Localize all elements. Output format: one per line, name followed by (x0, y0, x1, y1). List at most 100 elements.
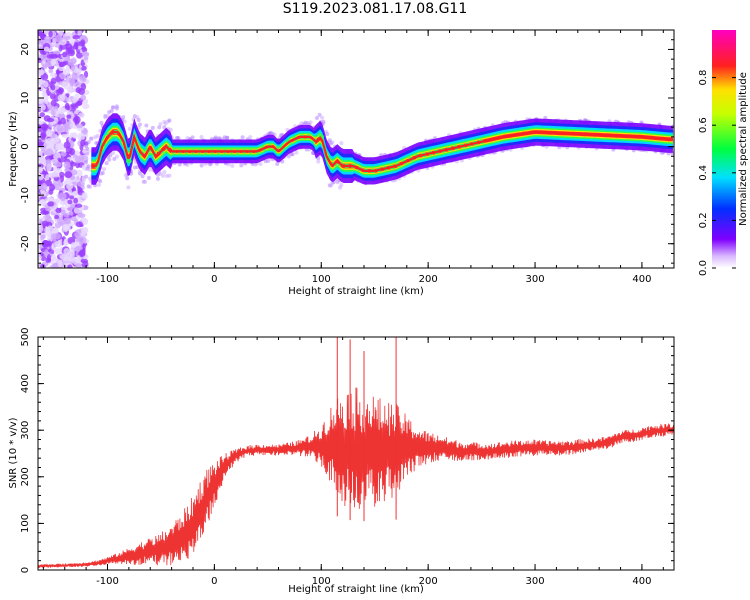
spectrogram-cell (286, 154, 291, 159)
spectrogram-cell (87, 167, 92, 172)
spectrogram-cell (81, 44, 86, 53)
spectrogram-cell (339, 182, 344, 187)
spectrogram-cell (44, 249, 49, 257)
spectrogram-cell (38, 185, 44, 190)
spectrogram-cell (53, 248, 62, 255)
spectrogram-frame (37, 29, 675, 269)
spectrogram-cell (52, 227, 57, 233)
spectrogram-cell (48, 30, 53, 38)
spectrogram-cell (55, 136, 60, 143)
spectrogram-cell (48, 189, 54, 195)
snr-ytick-label: 500 (20, 327, 31, 346)
snr-xtick-label: 100 (312, 576, 331, 587)
spectrogram-cell (56, 124, 64, 132)
snr-xtick-label: 0 (211, 576, 217, 587)
spectrogram-cell (61, 133, 70, 138)
spectrogram-cell (140, 174, 145, 179)
spectrogram-cell (52, 232, 61, 240)
spectrogram-cell (185, 162, 190, 167)
spectrogram-cell (79, 75, 86, 80)
spectrogram-cell (84, 174, 89, 179)
spectrogram-cell (77, 132, 86, 141)
spectrogram-cell (77, 213, 86, 218)
spectrogram-cell (55, 143, 63, 151)
spectrogram-cell (61, 124, 69, 133)
spectrogram-cell (330, 140, 335, 145)
colorbar-tick-label: 0.0 (698, 260, 709, 276)
spectrogram-cell (148, 167, 153, 172)
spectrogram-ridge (91, 130, 673, 172)
spectrogram-cell (81, 192, 88, 198)
spectrogram-cell (70, 161, 77, 167)
spectrogram-cell (137, 122, 142, 127)
spectrogram-cell (47, 201, 55, 207)
spectrogram-cell (67, 188, 73, 195)
spectrogram-cell (73, 197, 79, 204)
spectrogram-cell (48, 141, 55, 149)
spectrogram-cell (72, 35, 80, 40)
spectrogram-cell (74, 93, 80, 100)
spectrogram-cell (114, 154, 119, 159)
spectrogram-cell (64, 35, 71, 40)
spectrogram-xtick-label: -100 (96, 274, 119, 285)
spectrogram-cell (70, 203, 76, 209)
spectrogram-cell (95, 133, 100, 138)
spectrogram-cell (63, 226, 71, 232)
colorbar-gradient (712, 30, 736, 268)
spectrogram-cell (143, 179, 148, 184)
spectrogram-cell (63, 213, 70, 218)
spectrogram-cell (325, 131, 330, 136)
spectrogram-cell (71, 190, 80, 197)
spectrogram-cell (75, 263, 82, 268)
spectrogram-cell (58, 106, 65, 115)
spectrogram-cell (146, 175, 151, 180)
spectrogram-cell (51, 41, 57, 47)
spectrogram-cell (80, 139, 86, 147)
spectrogram-cell (66, 182, 74, 190)
snr-xlabel: Height of straight line (km) (288, 584, 424, 595)
snr-xtick-label: -100 (96, 576, 119, 587)
chart-title: S119.2023.081.17.08.G11 (282, 1, 468, 17)
spectrogram-cell (64, 219, 71, 225)
spectrogram-cell (162, 125, 167, 130)
spectrogram-cell (70, 242, 76, 249)
snr-frame (37, 336, 675, 571)
spectrogram-cell (239, 163, 244, 168)
colorbar-label: Normalized spectral amplitude (738, 72, 749, 226)
spectrogram-cell (50, 109, 56, 116)
spectrogram-cell (75, 87, 82, 94)
spectrogram-cell (63, 85, 72, 90)
spectrogram-cell (69, 147, 76, 156)
spectrogram-cell (67, 199, 73, 205)
spectrogram-cell (67, 264, 73, 268)
spectrogram-cell (190, 135, 195, 140)
spectrogram-cell (40, 182, 48, 191)
spectrogram-cell (240, 135, 245, 140)
spectrogram-xlabel: Height of straight line (km) (288, 286, 424, 297)
spectrogram-cell (85, 146, 90, 151)
spectrogram-cell (294, 150, 299, 155)
snr-xtick-label: 400 (632, 576, 651, 587)
spectrogram-cell (41, 240, 49, 248)
spectrogram-cell (70, 216, 78, 222)
spectrogram-cell (48, 68, 54, 74)
spectrogram-heatmap (38, 30, 674, 268)
spectrogram-cell (38, 39, 42, 45)
spectrogram-ylabel: Frequency (Hz) (8, 111, 19, 187)
spectrogram-cell (77, 30, 82, 36)
spectrogram-cell (41, 170, 48, 175)
colorbar-tick-label: 0.6 (698, 117, 709, 133)
spectrogram-cell (38, 224, 44, 233)
spectrogram-cell (38, 254, 42, 261)
spectrogram-cell (64, 171, 73, 179)
spectrogram-cell (125, 176, 130, 181)
spectrogram-cell (68, 211, 74, 216)
spectrogram-cell (78, 187, 83, 193)
spectrogram-cell (111, 105, 116, 110)
spectrogram-cell (80, 83, 87, 91)
spectrogram-cell (89, 136, 94, 141)
spectrogram-cell (111, 151, 116, 156)
spectrogram-cell (112, 156, 117, 161)
spectrogram-cell (43, 30, 49, 35)
spectrogram-cell (162, 170, 167, 175)
